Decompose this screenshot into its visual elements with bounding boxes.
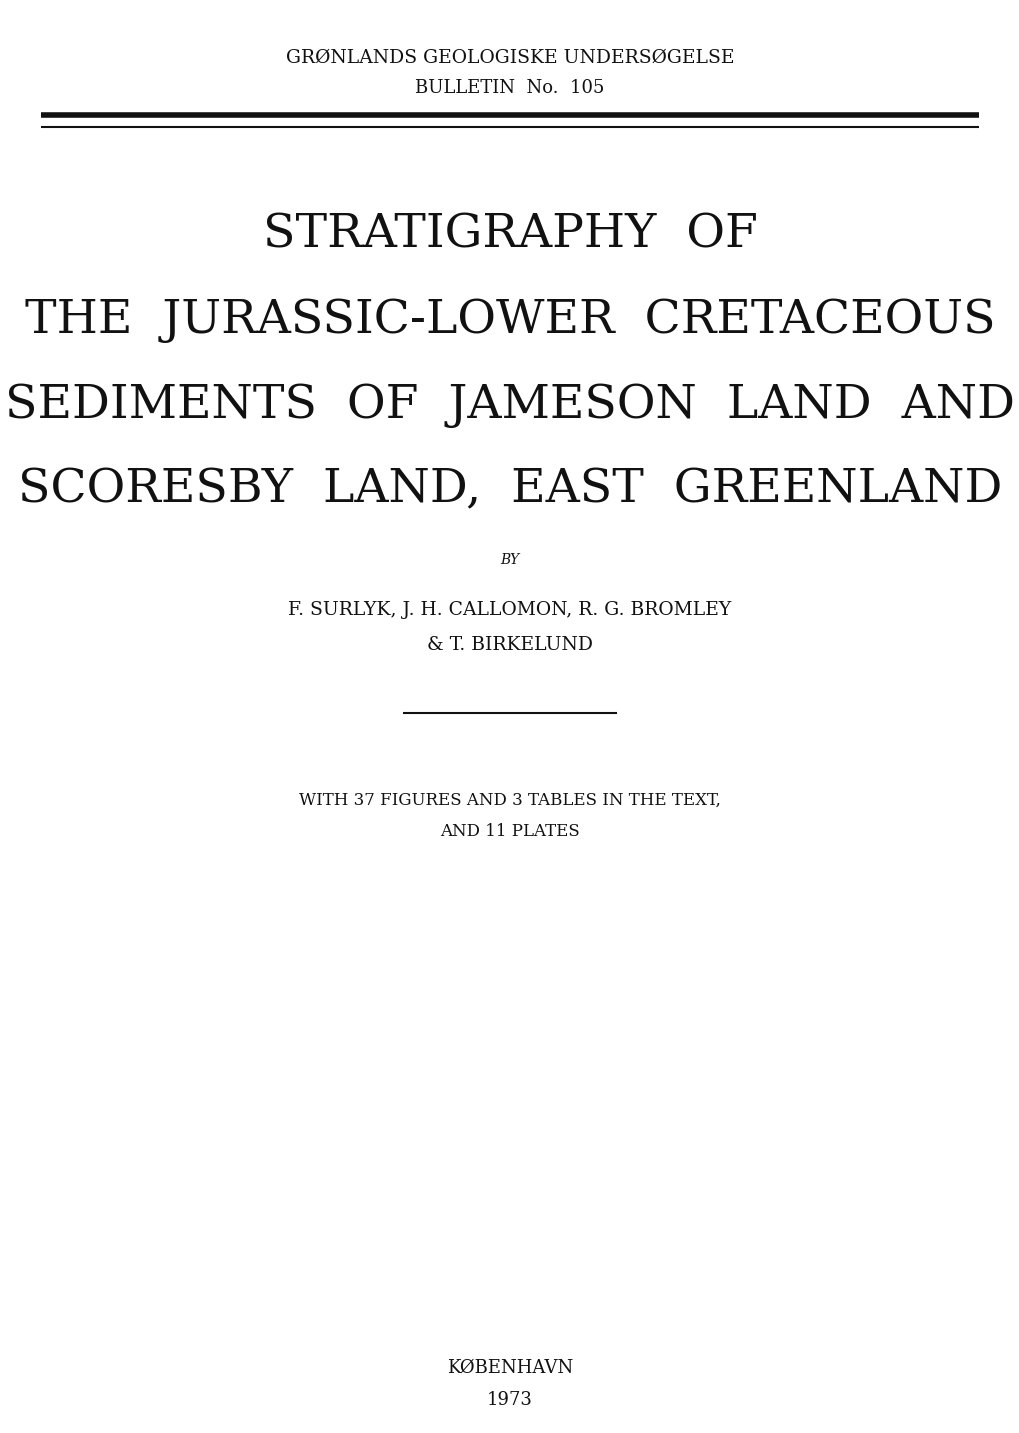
Text: 1973: 1973 <box>487 1391 532 1409</box>
Text: AND 11 PLATES: AND 11 PLATES <box>439 824 580 841</box>
Text: WITH 37 FIGURES AND 3 TABLES IN THE TEXT,: WITH 37 FIGURES AND 3 TABLES IN THE TEXT… <box>299 791 720 808</box>
Text: & T. BIRKELUND: & T. BIRKELUND <box>427 636 592 653</box>
Text: BULLETIN  No.  105: BULLETIN No. 105 <box>415 79 604 97</box>
Text: THE  JURASSIC-LOWER  CRETACEOUS: THE JURASSIC-LOWER CRETACEOUS <box>24 298 995 342</box>
Text: KØBENHAVN: KØBENHAVN <box>446 1358 573 1377</box>
Text: BY: BY <box>500 553 519 567</box>
Text: SCORESBY  LAND,  EAST  GREENLAND: SCORESBY LAND, EAST GREENLAND <box>17 467 1002 513</box>
Text: SEDIMENTS  OF  JAMESON  LAND  AND: SEDIMENTS OF JAMESON LAND AND <box>5 383 1014 427</box>
Text: F. SURLYK, J. H. CALLOMON, R. G. BROMLEY: F. SURLYK, J. H. CALLOMON, R. G. BROMLEY <box>288 600 731 619</box>
Text: STRATIGRAPHY  OF: STRATIGRAPHY OF <box>262 212 757 258</box>
Text: GRØNLANDS GEOLOGISKE UNDERSØGELSE: GRØNLANDS GEOLOGISKE UNDERSØGELSE <box>285 49 734 67</box>
